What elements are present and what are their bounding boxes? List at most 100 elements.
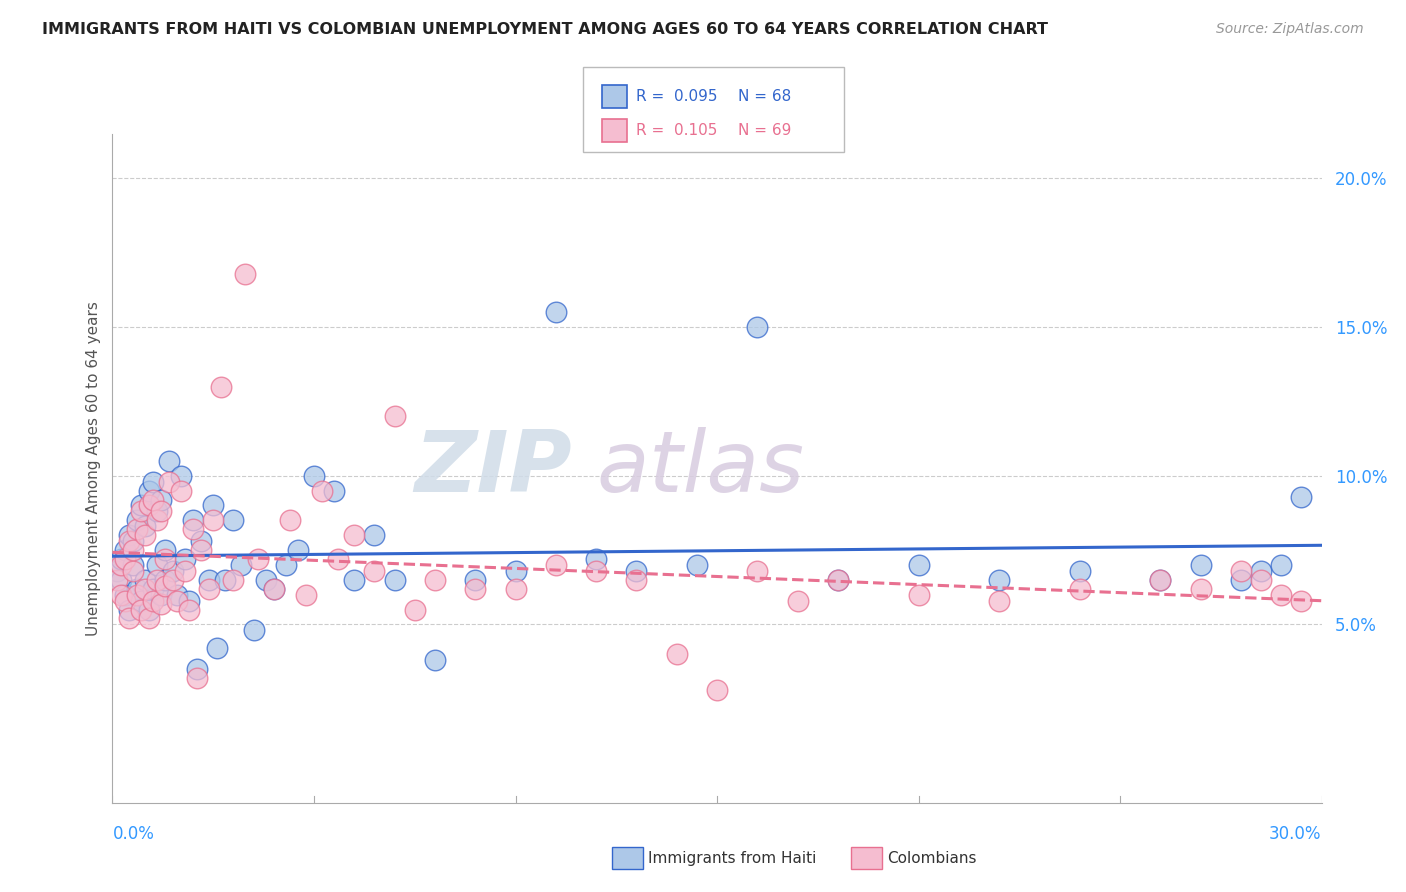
Point [544, 558, 567, 572]
Point [786, 593, 808, 607]
Point [246, 552, 269, 566]
Point [121, 534, 143, 549]
Point [170, 483, 193, 498]
Point [231, 558, 253, 572]
Point [114, 552, 136, 566]
Point [125, 588, 148, 602]
Point [134, 573, 156, 587]
Point [1149, 573, 1171, 587]
Point [125, 582, 148, 596]
Text: R =  0.105: R = 0.105 [636, 123, 717, 138]
Point [121, 564, 143, 578]
Point [117, 534, 139, 549]
Point [747, 320, 769, 334]
Point [1291, 490, 1313, 504]
Point [988, 593, 1011, 607]
Point [544, 305, 567, 319]
Point [186, 671, 208, 685]
Point [665, 647, 688, 661]
Point [907, 588, 929, 602]
Point [1270, 588, 1292, 602]
Point [287, 543, 309, 558]
Point [146, 558, 169, 572]
Point [121, 543, 143, 558]
Point [747, 564, 769, 578]
Text: ZIP: ZIP [415, 426, 572, 510]
Point [585, 564, 607, 578]
Point [134, 519, 156, 533]
Point [142, 492, 165, 507]
Point [149, 492, 172, 507]
Text: 0.0%: 0.0% [112, 825, 155, 843]
Point [166, 588, 188, 602]
Point [170, 468, 193, 483]
Point [202, 513, 225, 527]
Point [1069, 564, 1091, 578]
Point [423, 653, 446, 667]
Point [263, 582, 285, 596]
Point [254, 573, 277, 587]
Point [129, 602, 152, 616]
Point [1149, 573, 1171, 587]
Point [186, 662, 208, 676]
Point [142, 593, 165, 607]
Point [827, 573, 849, 587]
Point [274, 558, 297, 572]
Point [162, 573, 184, 587]
Point [174, 552, 197, 566]
Point [988, 573, 1011, 587]
Point [278, 513, 301, 527]
Point [343, 573, 366, 587]
Point [117, 611, 139, 625]
Point [907, 558, 929, 572]
Point [686, 558, 709, 572]
Point [207, 641, 229, 656]
Point [464, 582, 486, 596]
Text: atlas: atlas [596, 426, 804, 510]
Text: 30.0%: 30.0% [1270, 825, 1322, 843]
Point [117, 528, 139, 542]
Point [1230, 564, 1253, 578]
Point [138, 483, 160, 498]
Point [142, 582, 165, 596]
Point [110, 552, 132, 566]
Text: Immigrants from Haiti: Immigrants from Haiti [648, 851, 817, 865]
Point [363, 528, 385, 542]
Point [146, 573, 169, 587]
Point [585, 552, 607, 566]
Point [505, 582, 527, 596]
Text: Source: ZipAtlas.com: Source: ZipAtlas.com [1216, 22, 1364, 37]
Point [125, 522, 148, 536]
Point [129, 499, 152, 513]
Point [121, 558, 143, 572]
Point [110, 573, 132, 587]
Point [328, 552, 350, 566]
Point [114, 593, 136, 607]
Point [1291, 593, 1313, 607]
Point [146, 513, 169, 527]
Point [149, 588, 172, 602]
Point [404, 602, 426, 616]
Point [263, 582, 285, 596]
Point [214, 573, 236, 587]
Point [202, 499, 225, 513]
Text: N = 69: N = 69 [738, 123, 792, 138]
Point [177, 593, 200, 607]
Point [1250, 564, 1272, 578]
Point [110, 558, 132, 572]
Point [626, 564, 648, 578]
Point [1189, 558, 1212, 572]
Point [222, 573, 245, 587]
Point [198, 582, 221, 596]
Point [153, 573, 176, 587]
Point [177, 602, 200, 616]
Point [423, 573, 446, 587]
Point [105, 564, 128, 578]
Point [149, 597, 172, 611]
Point [105, 573, 128, 587]
Point [209, 379, 232, 393]
Text: R =  0.095: R = 0.095 [636, 89, 717, 103]
Point [464, 573, 486, 587]
Point [242, 624, 264, 638]
Point [157, 454, 180, 468]
